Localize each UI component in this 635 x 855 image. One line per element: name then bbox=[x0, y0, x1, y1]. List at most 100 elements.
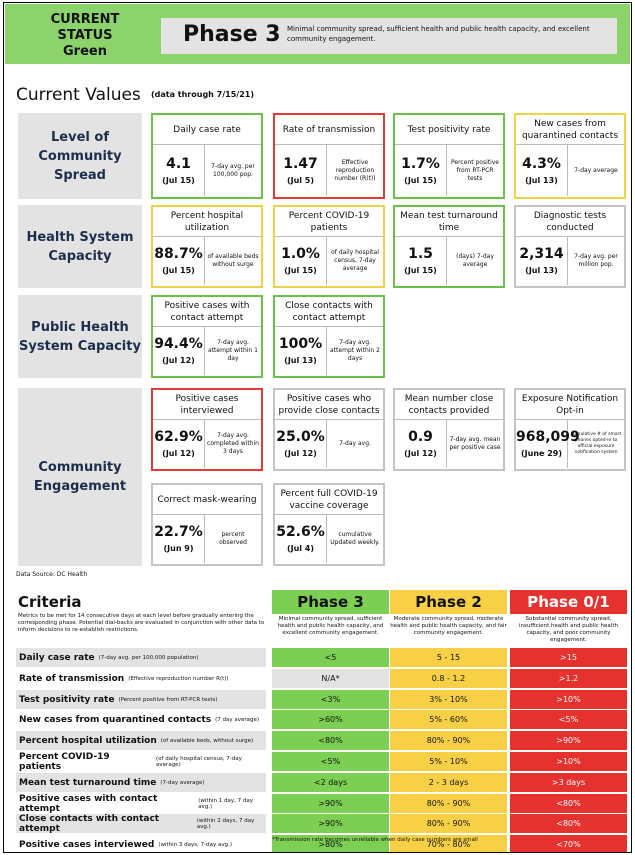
category-community-spread: Level of Community Spread bbox=[18, 113, 142, 199]
metric-value: 100% bbox=[278, 336, 323, 352]
criteria-threshold-p2: 0.8 - 1.2 bbox=[390, 669, 507, 688]
criteria-metric-note: (Effective reproduction number R(t)) bbox=[128, 675, 229, 682]
criteria-threshold-p1: <5% bbox=[510, 710, 627, 729]
criteria-threshold-p3: >90% bbox=[272, 814, 389, 833]
metric-date: (Jul 12) bbox=[162, 449, 195, 458]
criteria-threshold-p3: >80% bbox=[272, 835, 389, 852]
metric-title: Rate of transmission bbox=[275, 115, 383, 145]
metric-reading: 968,099 (June 29) bbox=[516, 420, 580, 468]
phase-header: Phase 3 bbox=[272, 590, 389, 614]
metric-card: Correct mask-wearing 22.7% (Jun 9) percent … bbox=[151, 483, 263, 566]
metric-title: Correct mask-wearing bbox=[153, 485, 261, 515]
metric-card: Exposure Notification Opt-in 968,099 (June… bbox=[514, 388, 626, 471]
metric-body: 100% (Jul 13) 7-day avg. attempt within 2 … bbox=[275, 327, 383, 375]
data-source: Data Source: DC Health bbox=[16, 571, 88, 578]
criteria-description: Metrics to be met for 14 consecutive day… bbox=[18, 613, 265, 633]
metric-date: (June 29) bbox=[520, 449, 563, 458]
metric-date: (Jun 9) bbox=[163, 544, 194, 553]
metric-reading: 1.0% (Jul 15) bbox=[275, 237, 327, 285]
criteria-threshold-p3: <5% bbox=[272, 752, 389, 771]
metric-value: 88.7% bbox=[154, 246, 203, 262]
criteria-metric-note: (within 2 days, 7 day avg.) bbox=[196, 817, 255, 830]
criteria-row: New cases from quarantined contacts (7 da… bbox=[16, 710, 266, 729]
criteria-threshold-p1: >10% bbox=[510, 752, 627, 771]
criteria-metric-name: Percent hospital utilization bbox=[19, 735, 157, 746]
metric-value: 25.0% bbox=[276, 429, 325, 445]
metric-description: 7-day average bbox=[574, 166, 618, 174]
criteria-threshold-p2: 3% - 10% bbox=[390, 690, 507, 709]
dashboard-page: CURRENT STATUS Green Phase 3 Minimal com… bbox=[3, 2, 632, 853]
metric-reading: 4.3% (Jul 13) bbox=[516, 145, 568, 196]
metric-body: 52.6% (Jul 4) cumulative Updated weekly. bbox=[275, 515, 383, 563]
metric-date: (Jul 5) bbox=[286, 175, 315, 185]
metric-description: (days) 7-day average bbox=[456, 253, 494, 268]
metric-value: 1.5 bbox=[408, 246, 433, 262]
criteria-row: Percent hospital utilization (of availabl… bbox=[16, 731, 266, 750]
criteria-threshold-p1: <70% bbox=[510, 835, 627, 852]
metric-title: Positive cases interviewed bbox=[153, 390, 261, 420]
metric-body: 1.47 (Jul 5) Effective reproduction number… bbox=[275, 145, 383, 196]
criteria-metric-name: Test positivity rate bbox=[19, 694, 115, 705]
metric-description: cumulative # of smart phones opted-in to… bbox=[570, 432, 622, 455]
metric-description: 7-day avg. attempt within 1 day bbox=[208, 339, 258, 362]
metric-card: Diagnostic tests conducted 2,314 (Jul 13) 7… bbox=[514, 205, 626, 288]
criteria-threshold-p2: 80% - 90% bbox=[390, 794, 507, 813]
criteria-threshold-p1: >1.2 bbox=[510, 669, 627, 688]
metric-card: New cases from quarantined contacts 4.3% (… bbox=[514, 113, 626, 199]
current-phase: Phase 3 bbox=[183, 22, 281, 47]
metric-date: (Jul 12) bbox=[284, 449, 317, 458]
metric-reading: 4.1 (Jul 15) bbox=[153, 145, 205, 196]
metric-date: (Jul 15) bbox=[284, 266, 317, 275]
metric-title: Percent hospital utilization bbox=[153, 207, 261, 237]
metric-description: Effective reproduction number (R(t)) bbox=[334, 158, 376, 182]
current-status: CURRENT STATUS Green bbox=[21, 12, 149, 60]
metric-value: 94.4% bbox=[154, 336, 203, 352]
metric-reading: 0.9 (Jul 12) bbox=[395, 420, 447, 468]
criteria-threshold-p1: >90% bbox=[510, 731, 627, 750]
metric-card: Positive cases who provide close contact… bbox=[273, 388, 385, 471]
metric-reading: 1.7% (Jul 15) bbox=[395, 145, 447, 196]
criteria-metric-note: (7 day average) bbox=[215, 716, 260, 723]
criteria-row: Rate of transmission (Effective reproduct… bbox=[16, 669, 266, 688]
metric-description: percent observed bbox=[219, 531, 247, 546]
metric-value: 4.3% bbox=[522, 155, 561, 172]
phase-header: Phase 2 bbox=[390, 590, 507, 614]
criteria-threshold-p2: 80% - 90% bbox=[390, 731, 507, 750]
criteria-row: Positive cases interviewed (within 3 days… bbox=[16, 835, 266, 852]
criteria-row: Positive cases with contact attempt (with… bbox=[16, 794, 266, 814]
metric-title: Percent full COVID-19 vaccine coverage bbox=[275, 485, 383, 515]
status-header: CURRENT STATUS Green Phase 3 Minimal com… bbox=[5, 4, 630, 64]
criteria-threshold-p2: 80% - 90% bbox=[390, 814, 507, 833]
metric-reading: 1.5 (Jul 15) bbox=[395, 237, 447, 285]
metric-reading: 88.7% (Jul 15) bbox=[153, 237, 205, 285]
metric-reading: 1.47 (Jul 5) bbox=[275, 145, 327, 196]
criteria-metric-name: Daily case rate bbox=[19, 652, 95, 663]
phase-box: Phase 3 Minimal community spread, suffic… bbox=[161, 18, 617, 54]
metric-description: 7-day avg. per million pop. bbox=[574, 253, 618, 268]
metric-reading: 2,314 (Jul 13) bbox=[516, 237, 568, 285]
metric-value: 22.7% bbox=[154, 524, 203, 540]
criteria-threshold-p1: >10% bbox=[510, 690, 627, 709]
metric-value: 2,314 bbox=[519, 246, 564, 262]
metric-title: Test positivity rate bbox=[395, 115, 503, 145]
criteria-metric-name: Rate of transmission bbox=[19, 673, 125, 684]
metric-date: (Jul 15) bbox=[162, 175, 195, 185]
metric-body: 22.7% (Jun 9) percent observed bbox=[153, 515, 261, 563]
metric-date: (Jul 12) bbox=[404, 449, 437, 458]
criteria-threshold-p3: <80% bbox=[272, 731, 389, 750]
metric-card: Mean number close contacts provided 0.9 (J… bbox=[393, 388, 505, 471]
metric-title: Positive cases who provide close contact… bbox=[275, 390, 383, 420]
criteria-threshold-p3: <5 bbox=[272, 648, 389, 667]
metric-description: 7-day avg. mean per positive case bbox=[449, 436, 501, 451]
metric-description: 7-day avg. bbox=[339, 440, 371, 447]
criteria-metric-note: (7-day avg. per 100,000 population) bbox=[98, 654, 199, 661]
metric-card: Test positivity rate 1.7% (Jul 15) Percent … bbox=[393, 113, 505, 199]
metric-title: Percent COVID-19 patients bbox=[275, 207, 383, 237]
footnote: *Transmission rate becomes unreliable wh… bbox=[272, 837, 478, 843]
metric-value: 0.9 bbox=[408, 429, 433, 445]
criteria-threshold-p3: >90% bbox=[272, 794, 389, 813]
metric-card: Percent full COVID-19 vaccine coverage 52… bbox=[273, 483, 385, 566]
metric-card: Positive cases interviewed 62.9% (Jul 12) 7… bbox=[151, 388, 263, 471]
metric-value: 968,099 bbox=[516, 429, 580, 445]
criteria-metric-note: (of available beds, without surge) bbox=[160, 737, 254, 744]
